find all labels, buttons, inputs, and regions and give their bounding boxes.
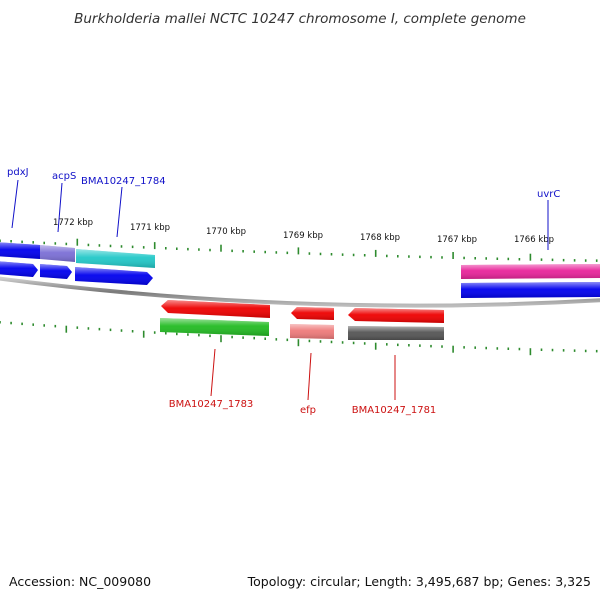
scale-ticks-outer [0,238,598,262]
leader-efp [307,352,312,401]
gene-label-efp[interactable]: efp [300,405,316,416]
gene-label-pdxJ[interactable]: pdxJ [7,167,29,178]
cds-uvrC[interactable] [461,282,600,298]
leader-BMA10247_1784 [116,186,123,238]
leader-BMA10247_1783 [210,348,216,397]
tick-label-1766: 1766 kbp [514,235,554,245]
accession-text: Accession: NC_009080 [9,574,151,589]
gene-label-BMA10247_1781[interactable]: BMA10247_1781 [352,405,437,416]
feature-pdxJ[interactable] [0,242,40,259]
feature-BMA10247_1783[interactable] [160,318,269,336]
cds-BMA10247_1784[interactable] [75,267,153,285]
tick-label-1767: 1767 kbp [437,235,477,245]
cds-pdxJ[interactable] [0,261,38,277]
feature-BMA10247_1784[interactable] [76,249,155,268]
reverse-gene-labels: BMA10247_1783 efp BMA10247_1781 [169,399,437,416]
reverse-label-leaders [210,348,396,401]
feature-uvrC[interactable] [461,264,600,279]
leader-pdxJ [11,179,19,229]
cds-BMA10247_1783[interactable] [161,300,270,318]
map-title: Burkholderia mallei NCTC 10247 chromosom… [74,11,526,27]
tick-label-1770: 1770 kbp [206,227,246,237]
feature-acpS[interactable] [40,245,75,262]
topology-summary-text: Topology: circular; Length: 3,495,687 bp… [247,574,591,589]
tick-label-1768: 1768 kbp [360,233,400,243]
tick-label-1769: 1769 kbp [283,231,323,241]
scale-labels: 1772 kbp 1771 kbp 1770 kbp 1769 kbp 1768… [53,218,554,245]
reverse-feature-row [160,318,444,340]
cds-acpS[interactable] [40,264,72,279]
forward-cds-row [0,261,600,298]
forward-feature-row [0,242,600,279]
scale-ticks-inner [0,321,598,356]
leader-acpS [57,182,63,233]
reverse-cds-row [161,300,444,323]
gene-label-BMA10247_1784[interactable]: BMA10247_1784 [81,176,166,187]
feature-BMA10247_1781[interactable] [348,326,444,340]
gene-label-BMA10247_1783[interactable]: BMA10247_1783 [169,399,254,410]
cds-BMA10247_1781[interactable] [348,308,444,323]
gene-label-uvrC[interactable]: uvrC [537,189,560,200]
forward-gene-labels: pdxJ acpS BMA10247_1784 uvrC [7,167,560,200]
gene-label-acpS[interactable]: acpS [52,171,76,182]
cds-efp[interactable] [291,307,334,320]
tick-label-1772: 1772 kbp [53,218,93,228]
feature-efp[interactable] [290,324,334,339]
forward-label-leaders [11,179,549,250]
tick-label-1771: 1771 kbp [130,223,170,233]
chromosome-backbone [0,276,600,308]
